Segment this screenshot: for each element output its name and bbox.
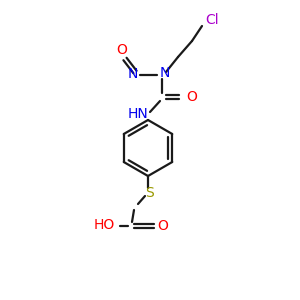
Text: S: S — [145, 186, 153, 200]
Text: Cl: Cl — [205, 13, 219, 27]
Text: HO: HO — [93, 218, 115, 232]
Text: O: O — [158, 219, 168, 233]
Text: O: O — [117, 43, 128, 57]
Text: O: O — [187, 90, 197, 104]
Text: N: N — [128, 67, 138, 81]
Text: HN: HN — [128, 107, 148, 121]
Text: N: N — [160, 66, 170, 80]
